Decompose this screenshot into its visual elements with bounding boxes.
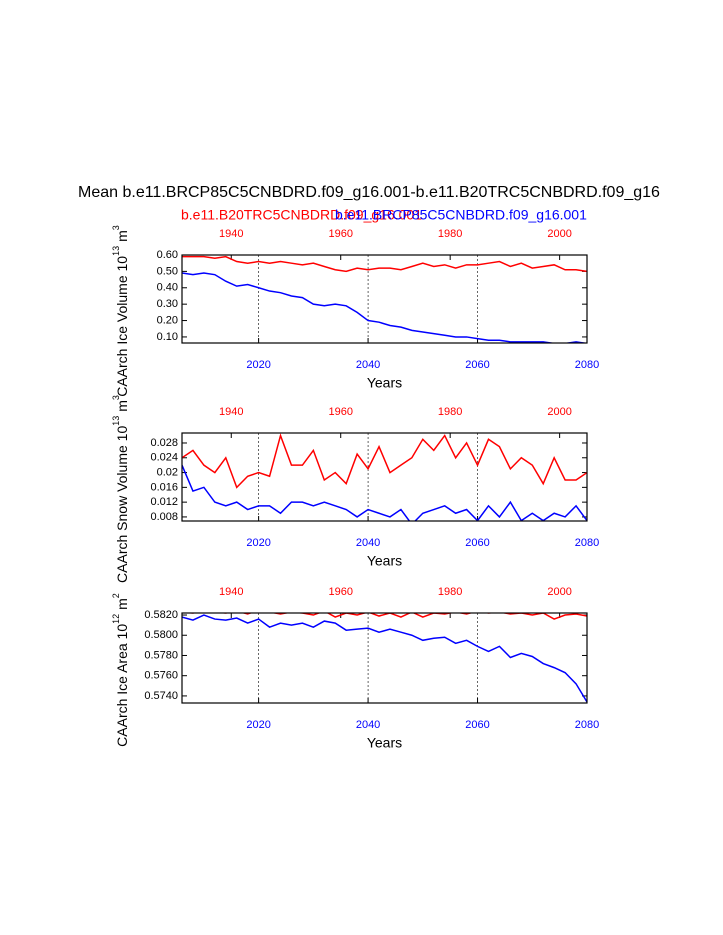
x-tick-label: 2040 [356, 537, 380, 549]
y-axis-label-part: 3 [111, 395, 121, 400]
y-axis-label-part: CAArch Ice Area 10 [114, 624, 130, 747]
x-tick-label: 2040 [356, 719, 380, 731]
plot-frame [181, 612, 588, 704]
x-axis-label: Years [367, 375, 402, 391]
x2-tick-label: 1980 [438, 586, 462, 598]
y-tick-label: 0.008 [150, 511, 178, 523]
y-axis-label-part: m [114, 598, 130, 610]
x2-tick-label: 1940 [219, 406, 243, 418]
y-axis-label-part: 12 [111, 614, 121, 624]
x-tick-label: 2080 [575, 537, 599, 549]
y-tick-label: 0.40 [157, 282, 178, 294]
y-tick-label: 0.5780 [144, 649, 178, 661]
x-tick-label: 2040 [356, 359, 380, 371]
series-line [182, 433, 587, 489]
x-tick-label: 2060 [465, 719, 489, 731]
plot-frame [181, 432, 588, 522]
x2-tick-label: 1960 [328, 406, 352, 418]
x2-tick-label: 2000 [547, 228, 571, 240]
x-axis-label: Years [367, 735, 402, 751]
figure-title: Mean b.e11.BRCP85C5CNBDRD.f09_g16.001-b.… [78, 184, 660, 201]
series-line [182, 255, 587, 273]
y-axis-label-part: 13 [111, 416, 121, 426]
subtitle: b.e11.B20TRC5CNBDRD.f09_g16.001 [181, 207, 422, 223]
series-line [182, 614, 587, 703]
y-tick-label: 0.028 [150, 437, 178, 449]
y-axis-label-part: 2 [111, 593, 121, 598]
y-tick-label: 0.024 [150, 452, 178, 464]
x-tick-label: 2060 [465, 359, 489, 371]
plot-frame [181, 254, 588, 344]
y-axis-label-part: CAArch Ice Volume 10 [114, 256, 130, 397]
x2-tick-label: 2000 [547, 586, 571, 598]
y-axis-label: CAArch Ice Volume 1013m3 [111, 225, 129, 397]
y-axis-label: CAArch Snow Volume 1013 m3 [111, 395, 129, 583]
x-tick-label: 2020 [246, 537, 270, 549]
x-tick-label: 2020 [246, 359, 270, 371]
y-tick-label: 0.5800 [144, 629, 178, 641]
y-tick-label: 0.30 [157, 298, 178, 310]
x2-tick-label: 2000 [547, 406, 571, 418]
x2-tick-label: 1980 [438, 228, 462, 240]
series-line [182, 272, 587, 343]
y-tick-label: 0.02 [157, 466, 178, 478]
x-tick-label: 2080 [575, 359, 599, 371]
y-tick-label: 0.5820 [144, 609, 178, 621]
y-tick-label: 0.60 [157, 249, 178, 261]
y-tick-label: 0.20 [157, 314, 178, 326]
subtitle: b.e11.BRCP85C5CNBDRD.f09_g16.001 [335, 207, 587, 223]
x2-tick-label: 1960 [328, 586, 352, 598]
x-axis-label: Years [367, 553, 402, 569]
y-tick-label: 0.10 [157, 331, 178, 343]
y-axis-label-part: 3 [111, 225, 121, 230]
y-axis-label: CAArch Ice Area 1012 m2 [111, 593, 129, 747]
y-tick-label: 0.50 [157, 265, 178, 277]
x-tick-label: 2060 [465, 537, 489, 549]
y-tick-label: 0.012 [150, 496, 178, 508]
y-tick-label: 0.5740 [144, 690, 178, 702]
series-line [182, 464, 587, 521]
x-tick-label: 2020 [246, 719, 270, 731]
y-axis-label-part: m [114, 400, 130, 412]
x2-tick-label: 1960 [328, 228, 352, 240]
x2-tick-label: 1980 [438, 406, 462, 418]
y-tick-label: 0.016 [150, 481, 178, 493]
series-line [184, 613, 587, 620]
x2-tick-label: 1940 [219, 228, 243, 240]
y-tick-label: 0.5760 [144, 670, 178, 682]
y-axis-label-part: 13 [111, 246, 121, 256]
x2-tick-label: 1940 [219, 586, 243, 598]
y-axis-label-part: m [114, 230, 130, 242]
y-axis-label-part: CAArch Snow Volume 10 [114, 426, 130, 583]
x-tick-label: 2080 [575, 719, 599, 731]
